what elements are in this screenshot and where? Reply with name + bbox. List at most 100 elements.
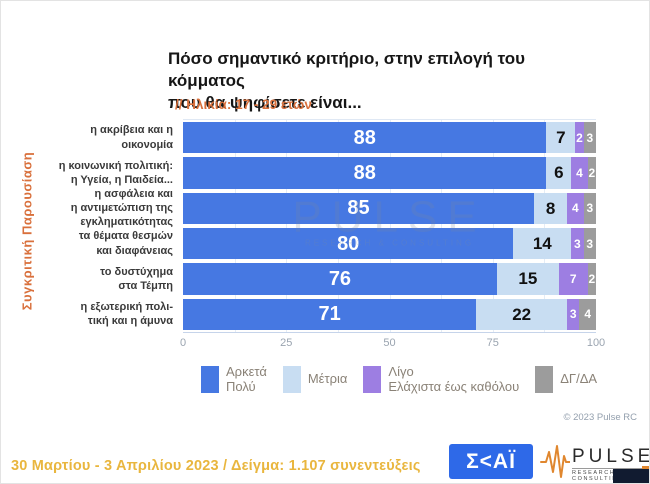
gridline xyxy=(286,120,288,332)
bar-segment: 2 xyxy=(575,122,584,154)
category-label: τα θέματα θεσμών και διαφάνειας xyxy=(78,230,173,257)
bar-value-label: 15 xyxy=(518,269,538,289)
bar-value-label: 2 xyxy=(588,165,596,180)
pulse-logo-text: PULSE xyxy=(572,446,650,467)
x-axis-ticks: 0 25 50 75 100 xyxy=(179,337,605,351)
bar-value-label: 88 xyxy=(353,126,376,149)
bar-value-label: 4 xyxy=(571,201,579,216)
legend-label: Μέτρια xyxy=(307,371,348,387)
bar-segment: 7 xyxy=(558,263,588,295)
legend-item: ΔΓ/ΔΑ xyxy=(535,366,598,394)
bar-segment: 71 xyxy=(183,298,477,330)
bar-segment: 2 xyxy=(587,263,596,295)
bar-value-label: 80 xyxy=(337,232,360,255)
skai-logo-text: Σ<ΑΪ xyxy=(466,449,516,473)
gridlines xyxy=(183,120,596,332)
bar-segment: 3 xyxy=(583,122,596,154)
bar-segment: 7 xyxy=(546,122,576,154)
bar-segment: 6 xyxy=(546,157,572,189)
bar-row: 88 6 4 2 xyxy=(183,155,596,190)
bar-value-label: 3 xyxy=(574,236,581,251)
bar-value-label: 6 xyxy=(554,163,564,183)
bar-segment: 4 xyxy=(571,157,588,189)
bar-value-label: 22 xyxy=(512,304,532,324)
chart-title: Πόσο σημαντικό κριτήριο, στην επιλογή το… xyxy=(168,49,525,113)
bar-value-label: 14 xyxy=(532,234,552,254)
bar-segment: 88 xyxy=(183,157,547,189)
bar-value-label: 3 xyxy=(569,307,577,322)
bar-row: 88 7 2 3 xyxy=(183,120,596,155)
gridline xyxy=(234,120,236,332)
bar-value-label: 8 xyxy=(545,198,556,218)
category-label: η κοινωνική πολιτική: η Υγεία, η Παιδεία… xyxy=(58,159,173,186)
x-tick-label: 50 xyxy=(383,337,396,349)
bar-value-label: 2 xyxy=(576,130,583,145)
legend-item: Αρκετά Πολύ xyxy=(201,364,267,395)
bar-segment: 3 xyxy=(583,192,596,224)
pulse-logo-tagline: RESEARCH & CONSULTING xyxy=(572,470,624,482)
pulse-logo-rule xyxy=(572,466,649,470)
gridline xyxy=(544,120,546,332)
bar-segment: 8 xyxy=(534,192,568,224)
bar-segment: 3 xyxy=(571,227,584,260)
legend-label: Αρκετά Πολύ xyxy=(226,364,267,394)
bar-segment: 15 xyxy=(496,263,559,295)
bar-value-label: 3 xyxy=(586,130,594,145)
pulse-logo: PULSE RESEARCH & CONSULTING xyxy=(540,442,650,483)
bar-value-label: 3 xyxy=(586,236,594,251)
x-tick-label: 0 xyxy=(179,337,187,349)
bar-segment: 80 xyxy=(183,227,514,260)
side-label: Συγκριτική Παρουσίαση xyxy=(19,151,35,311)
survey-info: 30 Μαρτίου - 3 Απριλίου 2023 / Δείγμα: 1… xyxy=(11,458,421,474)
legend-swatch xyxy=(201,366,219,394)
bar-value-label: 3 xyxy=(586,201,594,216)
bar-segment: 3 xyxy=(583,227,596,260)
corner-decoration xyxy=(613,469,649,483)
bar-value-label: 88 xyxy=(353,161,376,184)
gridline xyxy=(441,120,443,332)
gridline xyxy=(337,120,339,332)
category-label: η εξωτερική πολι- τική και η άμυνα xyxy=(80,301,173,328)
category-label: η ασφάλεια και η αντιμετώπιση της εγκλημ… xyxy=(70,187,173,229)
bar-row: 71 22 3 4 xyxy=(183,297,596,332)
bar-segment: 4 xyxy=(579,298,596,330)
bar-value-label: 85 xyxy=(347,197,370,220)
bar-value-label: 76 xyxy=(328,267,352,290)
bar-segment: 14 xyxy=(513,227,572,260)
bar-value-label: 7 xyxy=(569,271,577,286)
legend-swatch xyxy=(363,366,382,394)
category-label: το δυστύχημα στα Τέμπη xyxy=(100,265,173,292)
bar-row: 85 8 4 3 xyxy=(183,191,596,226)
bar-value-label: 4 xyxy=(584,307,592,322)
legend-label: Λίγο Ελάχιστα έως καθόλου xyxy=(388,364,520,394)
bar-row: 76 15 7 2 xyxy=(183,261,596,296)
bar-value-label: 71 xyxy=(318,303,341,326)
legend-label: ΔΓ/ΔΑ xyxy=(560,371,598,387)
bar-rows: 88 7 2 3 88 6 4 2 85 8 4 3 80 14 3 3 76 15 7 2 71 22 3 4 xyxy=(183,120,596,332)
pulse-waveform-icon xyxy=(540,442,571,483)
bar-segment: 2 xyxy=(587,157,596,189)
bar-segment: 4 xyxy=(567,192,584,224)
bar-value-label: 4 xyxy=(576,165,583,180)
gridline xyxy=(492,120,494,332)
legend-swatch xyxy=(282,366,301,394)
bar-segment: 22 xyxy=(476,298,568,330)
bar-value-label: 7 xyxy=(556,128,566,148)
gridline xyxy=(389,120,391,332)
category-label: η ακρίβεια και η οικονομία xyxy=(90,124,173,151)
x-tick-label: 75 xyxy=(486,337,499,349)
chart-subtitle: // Ηλικία: 17 - 29 ετών xyxy=(175,97,312,112)
bar-segment: 85 xyxy=(183,192,535,224)
stacked-bar-chart: 88 7 2 3 88 6 4 2 85 8 4 3 80 14 3 3 76 15 7 2 71 22 3 4 η ακρί… xyxy=(59,119,596,333)
copyright: © 2023 Pulse RC xyxy=(563,412,637,423)
legend: Αρκετά Πολύ Μέτρια Λίγο Ελάχιστα έως καθόλ… xyxy=(201,364,641,395)
bar-segment: 88 xyxy=(183,122,547,154)
legend-item: Μέτρια xyxy=(282,366,348,394)
bar-segment: 76 xyxy=(183,263,497,295)
bar-segment: 3 xyxy=(567,298,580,330)
skai-logo: Σ<ΑΪ xyxy=(449,444,533,479)
x-tick-label: 100 xyxy=(586,337,606,349)
bar-value-label: 2 xyxy=(588,271,596,286)
x-tick-label: 25 xyxy=(280,337,293,349)
